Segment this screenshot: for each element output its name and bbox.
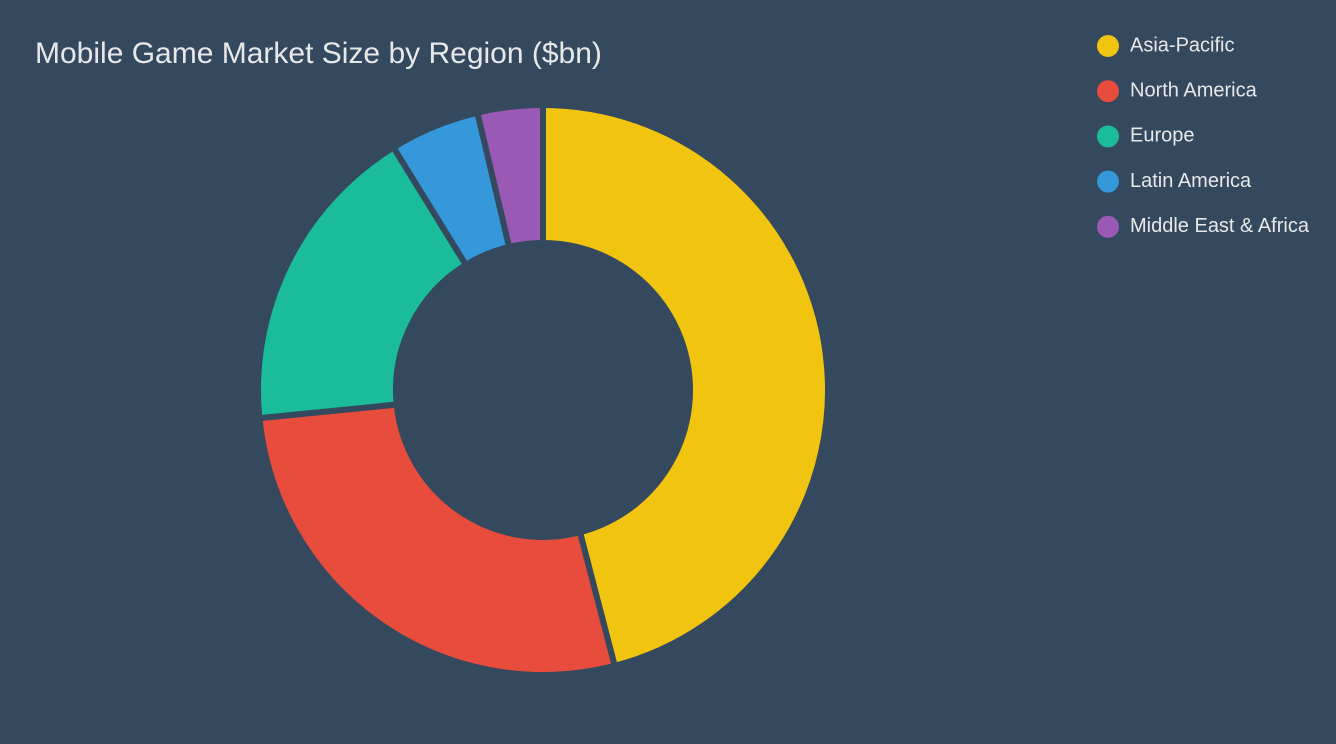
legend-label: North America: [1130, 79, 1258, 101]
legend-label: Middle East & Africa: [1130, 215, 1310, 237]
legend-swatch: [1097, 80, 1119, 103]
legend-swatch: [1097, 125, 1119, 148]
legend-label: Latin America: [1130, 170, 1252, 192]
legend-swatch: [1097, 35, 1119, 57]
donut-slice: [540, 102, 831, 669]
legend-label: Europe: [1130, 125, 1195, 147]
chart-title: Mobile Game Market Size by Region ($bn): [35, 37, 602, 70]
donut-slice: [474, 102, 546, 250]
donut-slice: [255, 144, 469, 422]
legend-label: Asia-Pacific: [1130, 34, 1234, 56]
legend-swatch: [1097, 170, 1119, 193]
legend-swatch: [1097, 215, 1119, 238]
donut-slice: [256, 401, 618, 678]
